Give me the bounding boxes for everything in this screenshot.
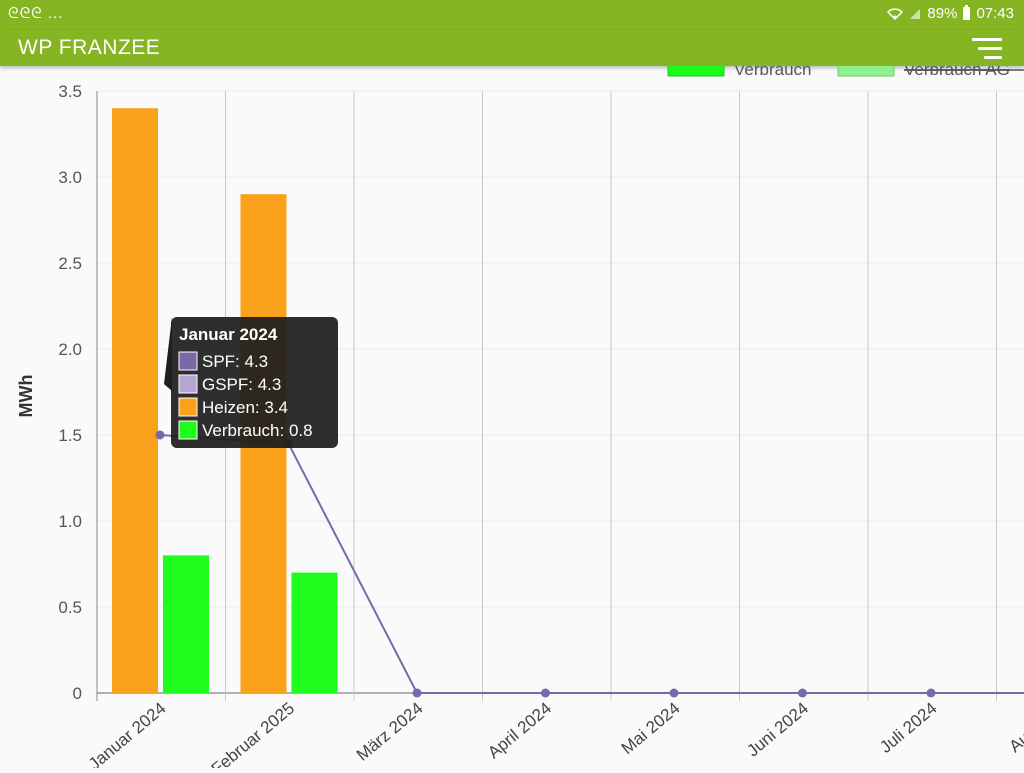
energy-chart[interactable]: 0 0.5 1.0 1.5 2.0 2.5 3.0 3.5 MWh Januar 2024 Febr… (0, 60, 1024, 773)
line-spf (159, 434, 1024, 694)
bar-heizen (112, 108, 158, 693)
status-notifications: ᘓᘓᘓ ... (8, 5, 63, 22)
x-tick-label: Juni 2024 (743, 699, 812, 761)
y-tick-label: 0.5 (58, 598, 82, 617)
tooltip-swatch (178, 420, 198, 440)
x-tick-label: März 2024 (353, 699, 427, 765)
point-spf (541, 688, 550, 698)
tooltip-row: GSPF: 4.3 (202, 375, 281, 394)
bar-verbrauch (163, 555, 209, 693)
app-title: WP FRANZEE (18, 36, 161, 59)
tooltip-title: Januar 2024 (179, 325, 278, 344)
tooltip-swatch (178, 374, 198, 394)
more-notifications: ... (47, 5, 64, 22)
app-bar: WP FRANZEE (0, 30, 1024, 66)
x-tick-label: August 2 (1005, 699, 1024, 757)
y-tick-label: 2.5 (58, 254, 82, 273)
tooltip-row: Heizen: 3.4 (202, 398, 288, 417)
tooltip-row: Verbrauch: 0.8 (202, 421, 313, 440)
y-tick-label: 1.5 (58, 426, 82, 445)
x-tick-label: Februar 2025 (208, 699, 298, 768)
chart-area[interactable]: 0 0.5 1.0 1.5 2.0 2.5 3.0 3.5 MWh Januar 2024 Febr… (0, 60, 1024, 773)
tooltip-arrow (164, 317, 172, 391)
tooltip-swatch (178, 351, 198, 371)
y-axis-title: MWh (16, 375, 36, 418)
y-tick-label: 3.5 (58, 82, 82, 101)
menu-icon[interactable] (972, 38, 1002, 60)
point-spf (926, 688, 936, 698)
y-tick-label: 1.0 (58, 512, 82, 531)
wifi-icon (887, 8, 904, 20)
clock: 07:43 (976, 5, 1014, 22)
point-spf (669, 688, 679, 698)
y-tick-label: 2.0 (58, 340, 82, 359)
legend-swatch-verbrauch-ag (837, 61, 895, 77)
tooltip-box (171, 317, 338, 448)
x-tick-label: April 2024 (484, 699, 555, 763)
point-spf (798, 688, 807, 698)
point-spf (412, 688, 422, 698)
x-tick-label: Januar 2024 (85, 699, 170, 768)
legend-label-verbrauch-ag: Verbrauch AG (904, 66, 1010, 79)
signal-icon (910, 9, 921, 19)
y-tick-label: 0 (73, 684, 82, 703)
notification-icon: ᘓ (19, 5, 32, 22)
battery-percent: 89% (927, 5, 958, 22)
legend-swatch-verbrauch (667, 61, 725, 77)
battery-icon (963, 5, 971, 20)
tooltip-swatch (178, 397, 198, 417)
y-tick-label: 3.0 (58, 168, 82, 187)
tooltip-row: SPF: 4.3 (202, 352, 268, 371)
notification-icon: ᘓ (8, 5, 20, 22)
status-system: 89% 07:43 (887, 5, 1014, 22)
legend-label-verbrauch: Verbrauch (734, 66, 812, 79)
status-bar: ᘓᘓᘓ ... 89% 07:43 (0, 0, 1024, 30)
x-tick-label: Mai 2024 (618, 699, 684, 759)
x-tick-label: Juli 2024 (876, 699, 940, 757)
notification-icon: ᘓ (31, 5, 43, 22)
bar-verbrauch (291, 572, 338, 693)
point-spf (155, 430, 165, 440)
